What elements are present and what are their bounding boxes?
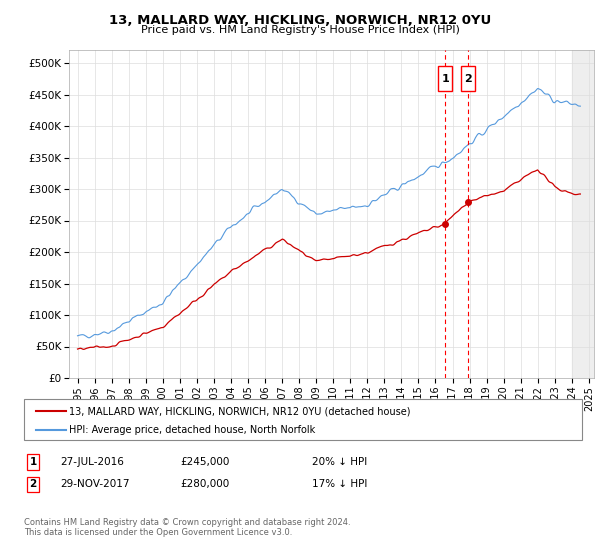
Text: HPI: Average price, detached house, North Norfolk: HPI: Average price, detached house, Nort… [69, 424, 315, 435]
Text: Price paid vs. HM Land Registry's House Price Index (HPI): Price paid vs. HM Land Registry's House … [140, 25, 460, 35]
Text: 27-JUL-2016: 27-JUL-2016 [60, 457, 124, 467]
Text: £280,000: £280,000 [180, 479, 229, 489]
Text: 2: 2 [464, 74, 472, 84]
Text: 13, MALLARD WAY, HICKLING, NORWICH, NR12 0YU: 13, MALLARD WAY, HICKLING, NORWICH, NR12… [109, 14, 491, 27]
Bar [572, 50, 598, 378]
Text: 13, MALLARD WAY, HICKLING, NORWICH, NR12 0YU (detached house): 13, MALLARD WAY, HICKLING, NORWICH, NR12… [69, 407, 410, 417]
FancyBboxPatch shape [438, 66, 452, 91]
Text: 29-NOV-2017: 29-NOV-2017 [60, 479, 130, 489]
FancyBboxPatch shape [461, 66, 475, 91]
Text: £245,000: £245,000 [180, 457, 229, 467]
Text: Contains HM Land Registry data © Crown copyright and database right 2024.
This d: Contains HM Land Registry data © Crown c… [24, 518, 350, 538]
Text: 1: 1 [442, 74, 449, 84]
Text: 20% ↓ HPI: 20% ↓ HPI [312, 457, 367, 467]
Text: 2: 2 [29, 479, 37, 489]
Text: 17% ↓ HPI: 17% ↓ HPI [312, 479, 367, 489]
Text: 1: 1 [29, 457, 37, 467]
